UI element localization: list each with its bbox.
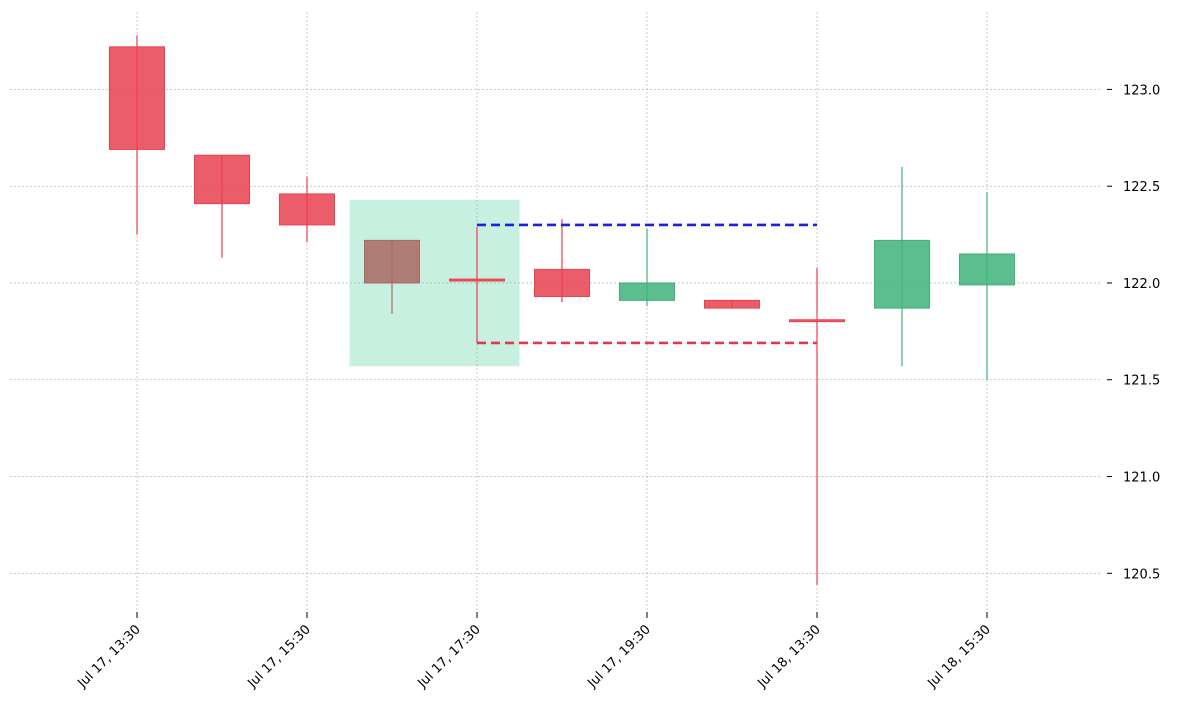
candle-body (619, 282, 675, 301)
candle-body (534, 268, 590, 298)
candle-body (704, 299, 760, 309)
x-tick-label: Jul 17, 15:30 (244, 622, 313, 691)
y-tick-label: 122.5 (1123, 180, 1160, 195)
candle (279, 176, 335, 243)
y-tick-label: 121.5 (1123, 374, 1160, 389)
candle (704, 299, 760, 309)
candle-body (789, 319, 845, 323)
y-axis: 120.5 121.0 121.5 122.0 122.5 123.0 (1107, 83, 1160, 582)
x-tick-label: Jul 17, 19:30 (584, 622, 653, 691)
candle (364, 239, 420, 314)
candle-body (109, 46, 165, 150)
candle-body (449, 278, 505, 282)
candle-body (279, 193, 335, 226)
x-tick-label: Jul 18, 13:30 (754, 622, 823, 691)
levels-layer (477, 223, 817, 345)
y-tick-label: 120.5 (1123, 567, 1160, 582)
candle-body (194, 154, 250, 205)
x-tick-label: Jul 17, 17:30 (414, 622, 483, 691)
candle (619, 228, 675, 307)
y-tick-label: 123.0 (1123, 83, 1160, 98)
grid-layer (10, 12, 1102, 612)
candle-body (874, 239, 930, 309)
x-tick-label: Jul 17, 13:30 (74, 622, 143, 691)
y-tick-label: 121.0 (1123, 471, 1160, 486)
candle-body (364, 239, 420, 284)
candle (789, 267, 845, 585)
candle (959, 192, 1015, 380)
x-tick-label: Jul 18, 15:30 (924, 622, 993, 691)
candles-layer (109, 35, 1015, 585)
candle (874, 166, 930, 367)
candle (449, 226, 505, 343)
candle-body (959, 253, 1015, 286)
candle (194, 154, 250, 258)
x-axis: Jul 17, 13:30 Jul 17, 15:30 Jul 17, 17:30 J… (74, 612, 994, 692)
candle (534, 219, 590, 303)
candle (109, 35, 165, 235)
y-tick-label: 122.0 (1123, 277, 1160, 292)
